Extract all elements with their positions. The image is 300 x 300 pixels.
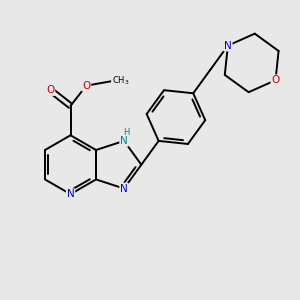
Text: N: N bbox=[224, 40, 232, 51]
Text: N: N bbox=[120, 136, 128, 146]
Text: N: N bbox=[67, 189, 74, 199]
Text: O: O bbox=[82, 81, 90, 91]
Text: H: H bbox=[123, 128, 130, 137]
Text: N: N bbox=[120, 184, 128, 194]
Text: O: O bbox=[46, 85, 55, 95]
Text: O: O bbox=[272, 75, 280, 85]
Text: CH$_3$: CH$_3$ bbox=[112, 75, 129, 87]
